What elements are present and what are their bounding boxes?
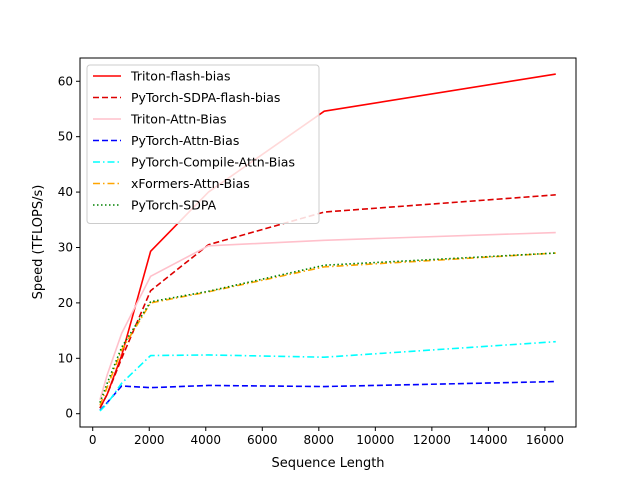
series-line-2: [99, 194, 556, 409]
x-tick-label: 6000: [247, 433, 278, 447]
plot-frame: [79, 57, 577, 428]
x-tick-label: 14000: [469, 433, 507, 447]
legend-box: [86, 64, 320, 224]
series-line-5: [99, 340, 556, 412]
y-axis-label: Speed (TFLOPS/s): [31, 185, 46, 300]
x-tick-label: 2000: [134, 433, 165, 447]
series-line-3: [99, 231, 556, 401]
y-tick-label: 50: [58, 130, 73, 144]
legend-label: PyTorch-Compile-Attn-Bias: [131, 155, 295, 170]
x-tick-label: 12000: [413, 433, 451, 447]
legend-label: PyTorch-Attn-Bias: [131, 133, 239, 148]
legend-label: PyTorch-SDPA-flash-bias: [131, 90, 280, 105]
x-tick-label: 10000: [356, 433, 394, 447]
legend-label: xFormers-Attn-Bias: [131, 176, 250, 191]
y-tick-label: 40: [58, 185, 73, 199]
x-tick-label: 8000: [304, 433, 335, 447]
x-axis: 0 2000 4000 6000 8000 10000 12000 14000 16000: [89, 427, 564, 447]
legend-label: Triton-Attn-Bias: [130, 112, 226, 127]
series-line-7: [99, 252, 556, 403]
legend: Triton-flash-bias PyTorch-SDPA-flash-bias…: [86, 64, 320, 224]
series-line-6: [99, 252, 556, 406]
x-tick-label: 0: [89, 433, 97, 447]
y-tick-label: 0: [65, 407, 73, 421]
legend-label: PyTorch-SDPA: [131, 198, 217, 213]
legend-label: Triton-flash-bias: [130, 69, 230, 84]
y-tick-label: 30: [58, 240, 73, 254]
x-axis-label: Sequence Length: [271, 456, 384, 471]
y-tick-label: 60: [58, 74, 73, 88]
series-layer: [99, 73, 556, 412]
y-axis: 0 10 20 30 40 50 60: [58, 74, 80, 421]
y-tick-label: 10: [58, 351, 73, 365]
x-tick-label: 4000: [190, 433, 221, 447]
series-line-1: [99, 73, 556, 409]
x-tick-label: 16000: [526, 433, 564, 447]
y-tick-label: 20: [58, 296, 73, 310]
